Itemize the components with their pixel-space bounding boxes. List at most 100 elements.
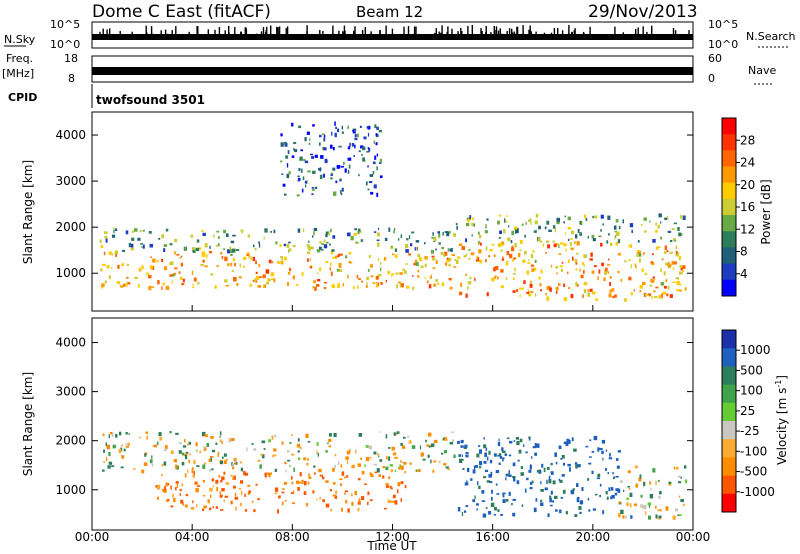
heatmap-cell [367, 501, 369, 506]
heatmap-cell [658, 295, 662, 299]
heatmap-cell [351, 143, 355, 147]
heatmap-cell [330, 173, 333, 177]
heatmap-cell [293, 147, 295, 151]
heatmap-cell [556, 272, 558, 275]
heatmap-cell [462, 468, 465, 470]
heatmap-cell [120, 466, 124, 469]
heatmap-cell [665, 279, 668, 283]
heatmap-cell [161, 464, 164, 467]
heatmap-cell [567, 463, 571, 467]
heatmap-cell [601, 450, 604, 454]
heatmap-cell [146, 272, 150, 275]
heatmap-cell [529, 283, 533, 288]
heatmap-cell [505, 499, 509, 502]
heatmap-cell [451, 431, 454, 434]
power-heatmap [99, 121, 687, 302]
heatmap-cell [194, 481, 198, 485]
heatmap-cell [375, 133, 378, 136]
heatmap-cell [338, 145, 342, 148]
heatmap-cell [390, 469, 394, 473]
heatmap-cell [667, 263, 670, 265]
heatmap-cell [326, 241, 329, 244]
heatmap-cell [614, 294, 617, 298]
heatmap-cell [105, 442, 107, 447]
heatmap-cell [661, 293, 663, 299]
heatmap-cell [658, 515, 662, 519]
nsky-spike [343, 25, 346, 38]
heatmap-cell [262, 274, 266, 279]
heatmap-cell [193, 470, 195, 475]
heatmap-cell [185, 455, 188, 460]
heatmap-cell [215, 506, 219, 509]
heatmap-cell [104, 231, 108, 235]
heatmap-cell [374, 155, 377, 160]
heatmap-cell [523, 280, 526, 285]
heatmap-cell [313, 231, 315, 236]
heatmap-cell [299, 472, 302, 477]
heatmap-cell [484, 469, 489, 472]
heatmap-cell [583, 264, 585, 267]
time-tick-label: 16:00 [475, 530, 510, 544]
heatmap-cell [308, 240, 310, 243]
nsky-spike [435, 28, 437, 38]
heatmap-cell [637, 240, 640, 243]
heatmap-cell [224, 460, 227, 464]
heatmap-cell [335, 490, 338, 494]
heatmap-cell [488, 474, 492, 478]
nsky-spike [262, 27, 265, 38]
heatmap-cell [310, 153, 314, 156]
heatmap-cell [328, 438, 332, 442]
heatmap-cell [411, 275, 414, 277]
heatmap-cell [260, 453, 263, 457]
nsky-spike [343, 32, 345, 38]
heatmap-cell [402, 445, 406, 449]
heatmap-cell [578, 506, 582, 510]
heatmap-cell [306, 131, 310, 135]
heatmap-cell [382, 475, 385, 479]
heatmap-cell [319, 142, 321, 146]
heatmap-cell [121, 455, 125, 459]
heatmap-cell [355, 449, 357, 454]
heatmap-cell [566, 438, 570, 444]
heatmap-cell [470, 478, 473, 481]
heatmap-cell [530, 291, 534, 294]
heatmap-cell [396, 284, 398, 289]
heatmap-cell [235, 249, 240, 251]
heatmap-cell [552, 225, 556, 229]
heatmap-cell [458, 243, 463, 246]
heatmap-cell [415, 469, 418, 472]
heatmap-cell [672, 267, 675, 271]
heatmap-cell [467, 219, 470, 223]
heatmap-cell [392, 494, 396, 499]
heatmap-cell [569, 467, 571, 472]
heatmap-cell [203, 445, 205, 450]
heatmap-cell [579, 268, 581, 272]
nsky-spike [413, 26, 416, 38]
heatmap-cell [354, 228, 358, 231]
heatmap-cell [478, 231, 480, 235]
nsky-spike [166, 33, 169, 38]
heatmap-cell [465, 505, 469, 507]
heatmap-cell [253, 448, 257, 451]
heatmap-cell [271, 435, 274, 440]
heatmap-cell [287, 281, 289, 286]
heatmap-cell [639, 258, 641, 263]
heatmap-cell [208, 250, 213, 254]
heatmap-cell [265, 269, 270, 274]
heatmap-cell [476, 503, 479, 506]
heatmap-cell [347, 157, 352, 161]
heatmap-cell [496, 276, 499, 280]
heatmap-cell [217, 451, 220, 455]
heatmap-cell [512, 462, 516, 467]
power-colorbar-label: Power [dB] [759, 179, 773, 244]
heatmap-cell [188, 441, 191, 445]
heatmap-cell [373, 231, 377, 233]
heatmap-cell [672, 281, 676, 284]
heatmap-cell [308, 246, 311, 251]
heatmap-cell [373, 140, 375, 145]
colorbar-tick-label: -100 [740, 444, 767, 458]
heatmap-cell [447, 468, 450, 471]
heatmap-cell [454, 258, 457, 261]
heatmap-cell [137, 283, 140, 288]
heatmap-cell [336, 165, 341, 169]
